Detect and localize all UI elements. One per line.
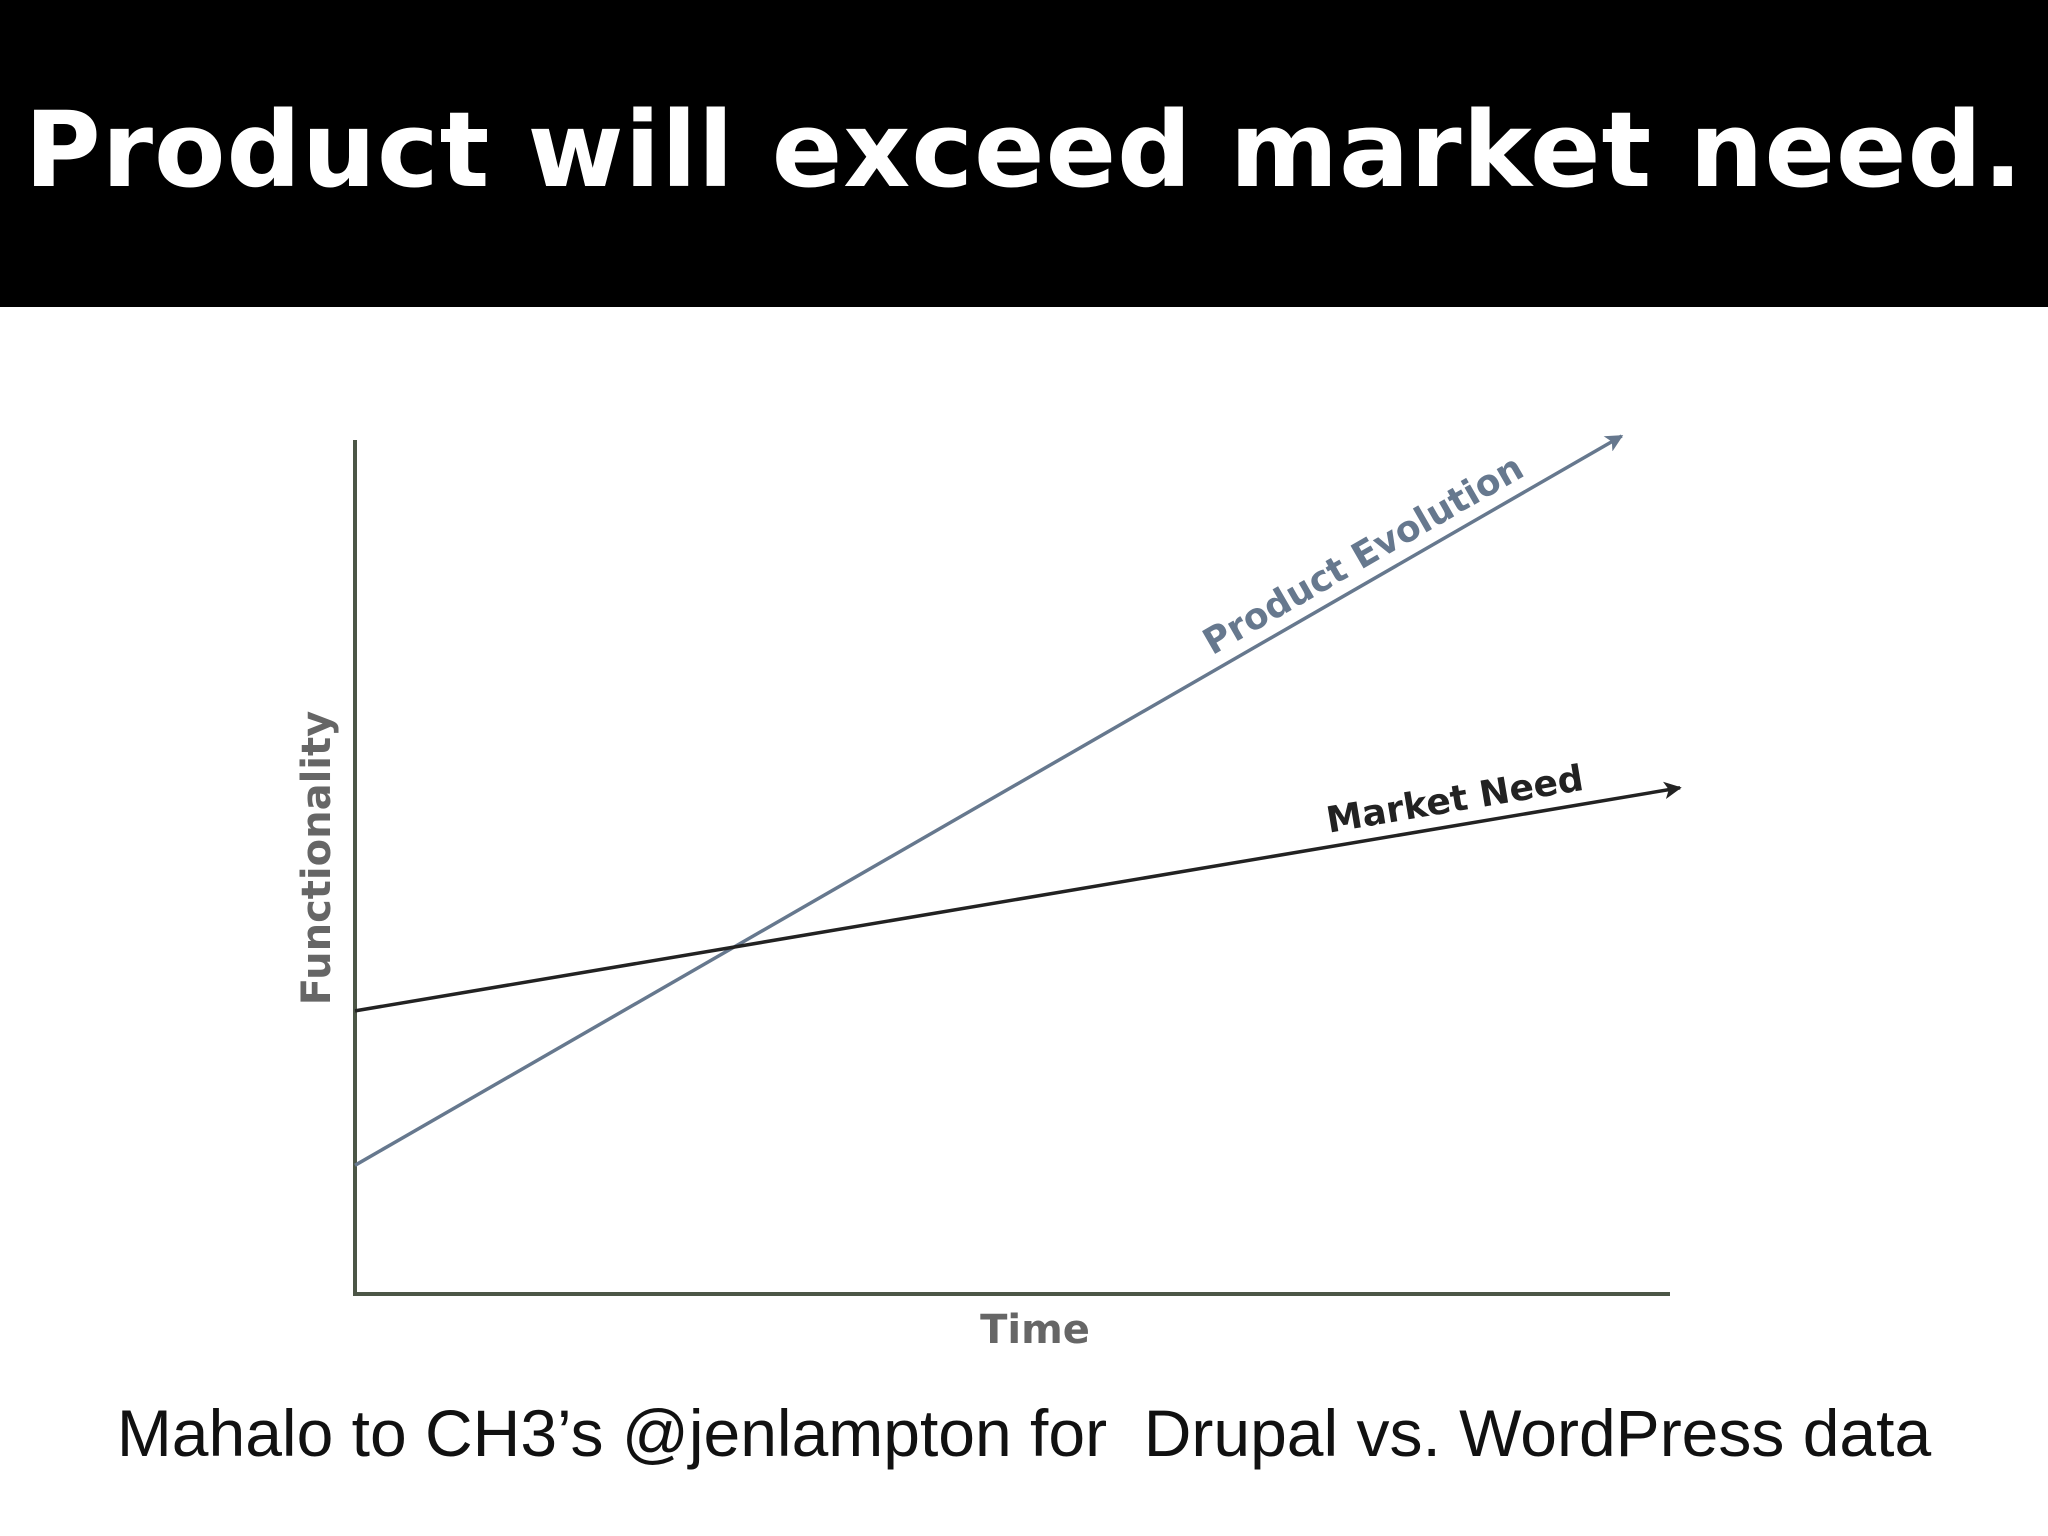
- title-bar: Product will exceed market need.: [0, 0, 2048, 307]
- x-axis-label: Time: [980, 1307, 1090, 1353]
- series-line-product-evolution: [354, 434, 1624, 1167]
- series-label-market-need: Market Need: [1323, 758, 1586, 842]
- series-layer: Product Evolution Market Need: [354, 434, 1682, 1167]
- slide-title: Product will exceed market need.: [24, 88, 2024, 211]
- series-label-product-evolution: Product Evolution: [1196, 447, 1530, 663]
- y-axis-label: Functionality: [294, 711, 340, 1005]
- caption: Mahalo to CH3’s @jenlampton for Drupal v…: [116, 1396, 1932, 1470]
- series-line-market-need: [354, 781, 1682, 1013]
